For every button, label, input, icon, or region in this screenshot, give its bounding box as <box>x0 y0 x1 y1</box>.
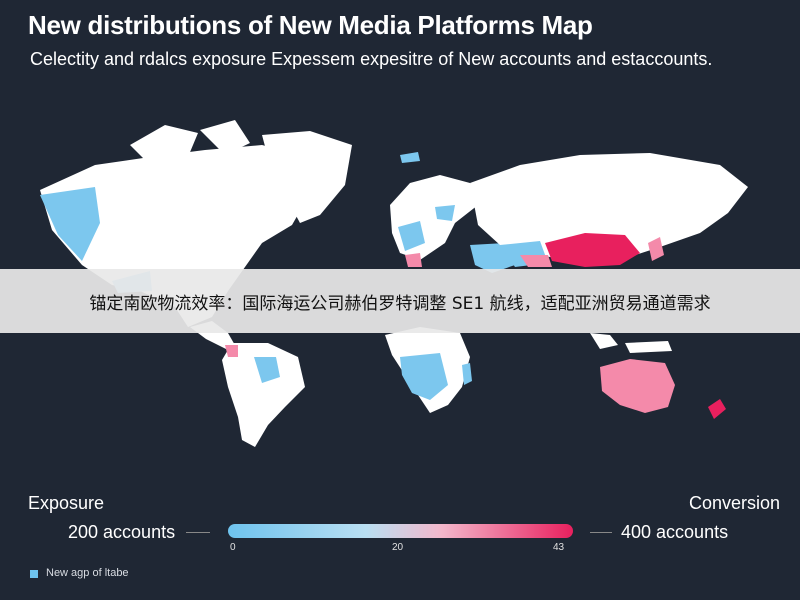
legend-gradient-bar <box>228 524 573 538</box>
region-arctic-islands-2 <box>200 120 250 155</box>
region-europe <box>390 175 478 260</box>
legend-connector-right <box>590 532 612 533</box>
region-china <box>545 233 640 267</box>
legend-conversion-value: 400 accounts <box>621 522 729 542</box>
overlay-caption: 锚定南欧物流效率：国际海运公司赫伯罗特调整 SE1 航线，适配亚洲贸易通道需求 <box>89 293 711 314</box>
region-south-america <box>222 343 305 447</box>
legend-exposure-value: 200 accounts <box>68 522 176 542</box>
legend-conversion-title: Conversion <box>688 493 780 513</box>
region-south-america-pink <box>225 345 238 357</box>
overlay-banner: 锚定南欧物流效率：国际海运公司赫伯罗特调整 SE1 航线，适配亚洲贸易通道需求 <box>0 269 800 333</box>
region-south-asia <box>520 255 552 267</box>
legend-exposure-title: Exposure <box>28 493 105 513</box>
footnote-text: New agp of ltabe <box>46 567 129 579</box>
footnote-swatch <box>30 570 38 578</box>
region-southeast-asia <box>590 333 618 349</box>
region-madagascar <box>462 363 472 385</box>
region-asia <box>470 153 748 263</box>
region-europe-pink <box>405 253 422 267</box>
legend-connector-left <box>186 532 210 533</box>
region-new-zealand <box>708 399 726 419</box>
region-japan <box>648 237 664 261</box>
legend-tick-20: 20 <box>392 542 404 553</box>
map-title: New distributions of New Media Platforms… <box>28 10 593 40</box>
legend-tick-43: 43 <box>553 542 565 553</box>
region-arctic-islands <box>130 125 198 165</box>
region-australia <box>600 359 675 413</box>
map-subtitle: Celectity and rdalcs exposure Expessem e… <box>30 49 713 69</box>
region-europe-blue-2 <box>435 205 455 221</box>
region-greenland <box>262 131 352 223</box>
region-europe-blue <box>398 221 425 251</box>
region-north-america-blue-west <box>40 187 100 261</box>
region-south-america-blue <box>254 357 280 383</box>
legend-tick-0: 0 <box>230 542 236 553</box>
region-iceland <box>400 152 420 163</box>
region-africa-blue <box>400 353 448 400</box>
region-indonesia <box>625 341 672 353</box>
